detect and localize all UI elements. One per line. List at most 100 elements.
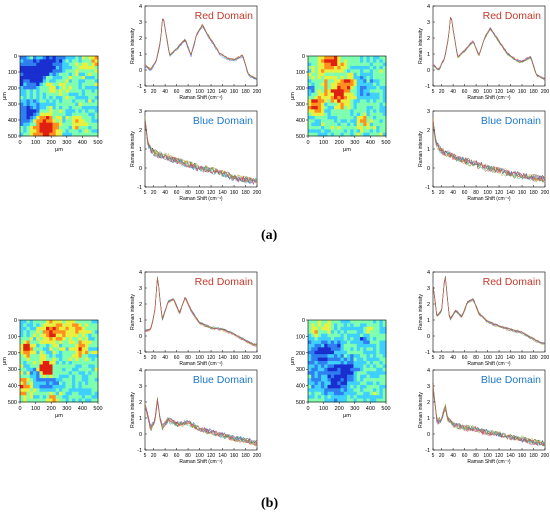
heatmap-cell [85,361,89,365]
heatmap-cell [55,381,60,386]
heatmap-cell [20,116,24,120]
red-domain-title: Red Domain [195,276,254,288]
heatmap-cell [39,361,44,365]
heatmap-cell [330,96,335,100]
x-axis-label: μm [343,413,351,419]
heatmap-cell [49,340,53,345]
heatmap-cell [78,132,83,137]
heatmap-cell [59,320,63,324]
x-tick-label: 200 [47,140,56,146]
heatmap-cell [327,106,332,110]
heatmap-cell [356,66,361,70]
heatmap-cell [81,391,86,396]
heatmap-cell [360,330,364,335]
heatmap-cell [347,119,351,124]
heatmap-cell [55,395,60,399]
heatmap-cell [75,96,79,100]
heatmap-cell [91,364,96,369]
series-line [144,278,257,346]
y-tick-label: 4 [139,4,142,10]
x-axis-label: Raman Shift (cm⁻¹) [179,95,223,101]
heatmap-cell [36,76,40,80]
heatmap-cell [337,96,341,100]
heatmap-cell [20,350,24,355]
heatmap-cell [23,96,27,100]
heatmap-cell [29,56,34,60]
heatmap-cell [321,333,325,338]
heatmap-cell [91,323,96,328]
heatmap-cell [330,347,335,352]
heatmap-cell [39,129,44,134]
x-tick-label: 400 [366,406,375,412]
heatmap-cell [337,106,341,110]
heatmap-cell [360,86,364,90]
x-tick-label: 100 [483,355,492,361]
heatmap-cell [72,62,76,67]
heatmap-cell [382,102,387,107]
heatmap-cell [91,112,96,117]
heatmap-cell [343,112,348,117]
heatmap-cell [379,112,384,117]
heatmap-cell [49,367,53,372]
heatmap-cell [59,333,63,338]
heatmap-cell [356,59,361,64]
y-tick-label: 200 [8,86,17,92]
heatmap-cell [308,378,312,382]
heatmap-cell [46,357,50,362]
heatmap-cell [347,112,351,117]
heatmap-cell [26,116,31,120]
x-tick-label: 0 [18,140,21,146]
heatmap-cell [20,66,24,70]
heatmap-cell [36,384,40,389]
heatmap-cell [94,350,99,355]
heatmap-cell [308,367,312,372]
heatmap-cell [353,122,358,127]
heatmap-cell [72,76,76,80]
heatmap-cell [68,378,73,382]
y-tick-label: -1 [425,185,430,191]
heatmap-cell [55,374,60,379]
heatmap-cell [46,374,50,379]
heatmap-cell [42,79,47,84]
heatmap-cell [324,350,328,355]
heatmap-cell [356,320,361,324]
heatmap-cell [308,384,312,389]
heatmap-cell [85,343,89,348]
heatmap-cell [337,364,341,369]
x-tick-label: 20 [439,89,445,95]
heatmap-cell [340,92,345,97]
heatmap-cell [321,86,325,90]
heatmap-cell [347,76,351,80]
heatmap-cell [49,323,53,328]
heatmap-cell [334,333,338,338]
heatmap-cell [20,388,24,393]
heatmap-cell [85,56,89,60]
heatmap-cell [360,106,364,110]
heatmap-cell [81,109,86,114]
heatmap-cell [360,378,364,382]
heatmap-cell [33,56,37,60]
x-tick-label: 0 [306,140,309,146]
heatmap-cell [337,350,341,355]
heatmap-cell [20,374,24,379]
heatmap-cell [376,395,380,399]
x-axis-label: Raman Shift (cm⁻¹) [467,361,511,367]
heatmap-cell [353,106,358,110]
x-tick-label: 180 [529,355,538,361]
heatmap-cell [311,69,315,74]
heatmap-cell [46,129,50,134]
heatmap-cell [356,69,361,74]
heatmap-cell [334,388,338,393]
heatmap-cell [68,82,73,87]
heatmap-cell [317,361,322,365]
heatmap-cell [350,340,354,345]
heatmap-cell [360,361,364,365]
heatmap-cell [376,99,380,104]
heatmap-cell [29,391,34,396]
heatmap-cell [317,350,322,355]
heatmap-cell [356,384,361,389]
heatmap-cell [49,66,53,70]
heatmap-cell [55,330,60,335]
y-tick-label: 0 [14,54,17,60]
